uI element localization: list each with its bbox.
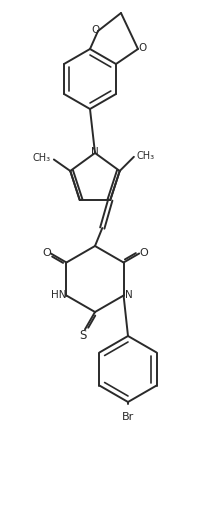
- Text: Br: Br: [122, 412, 134, 422]
- Text: N: N: [125, 291, 132, 300]
- Text: O: O: [139, 43, 147, 53]
- Text: CH₃: CH₃: [33, 154, 51, 163]
- Text: O: O: [42, 247, 51, 258]
- Text: CH₃: CH₃: [137, 151, 155, 161]
- Text: HN: HN: [51, 291, 66, 300]
- Text: N: N: [91, 147, 99, 157]
- Text: O: O: [140, 247, 148, 258]
- Text: O: O: [91, 25, 99, 35]
- Text: S: S: [79, 329, 87, 342]
